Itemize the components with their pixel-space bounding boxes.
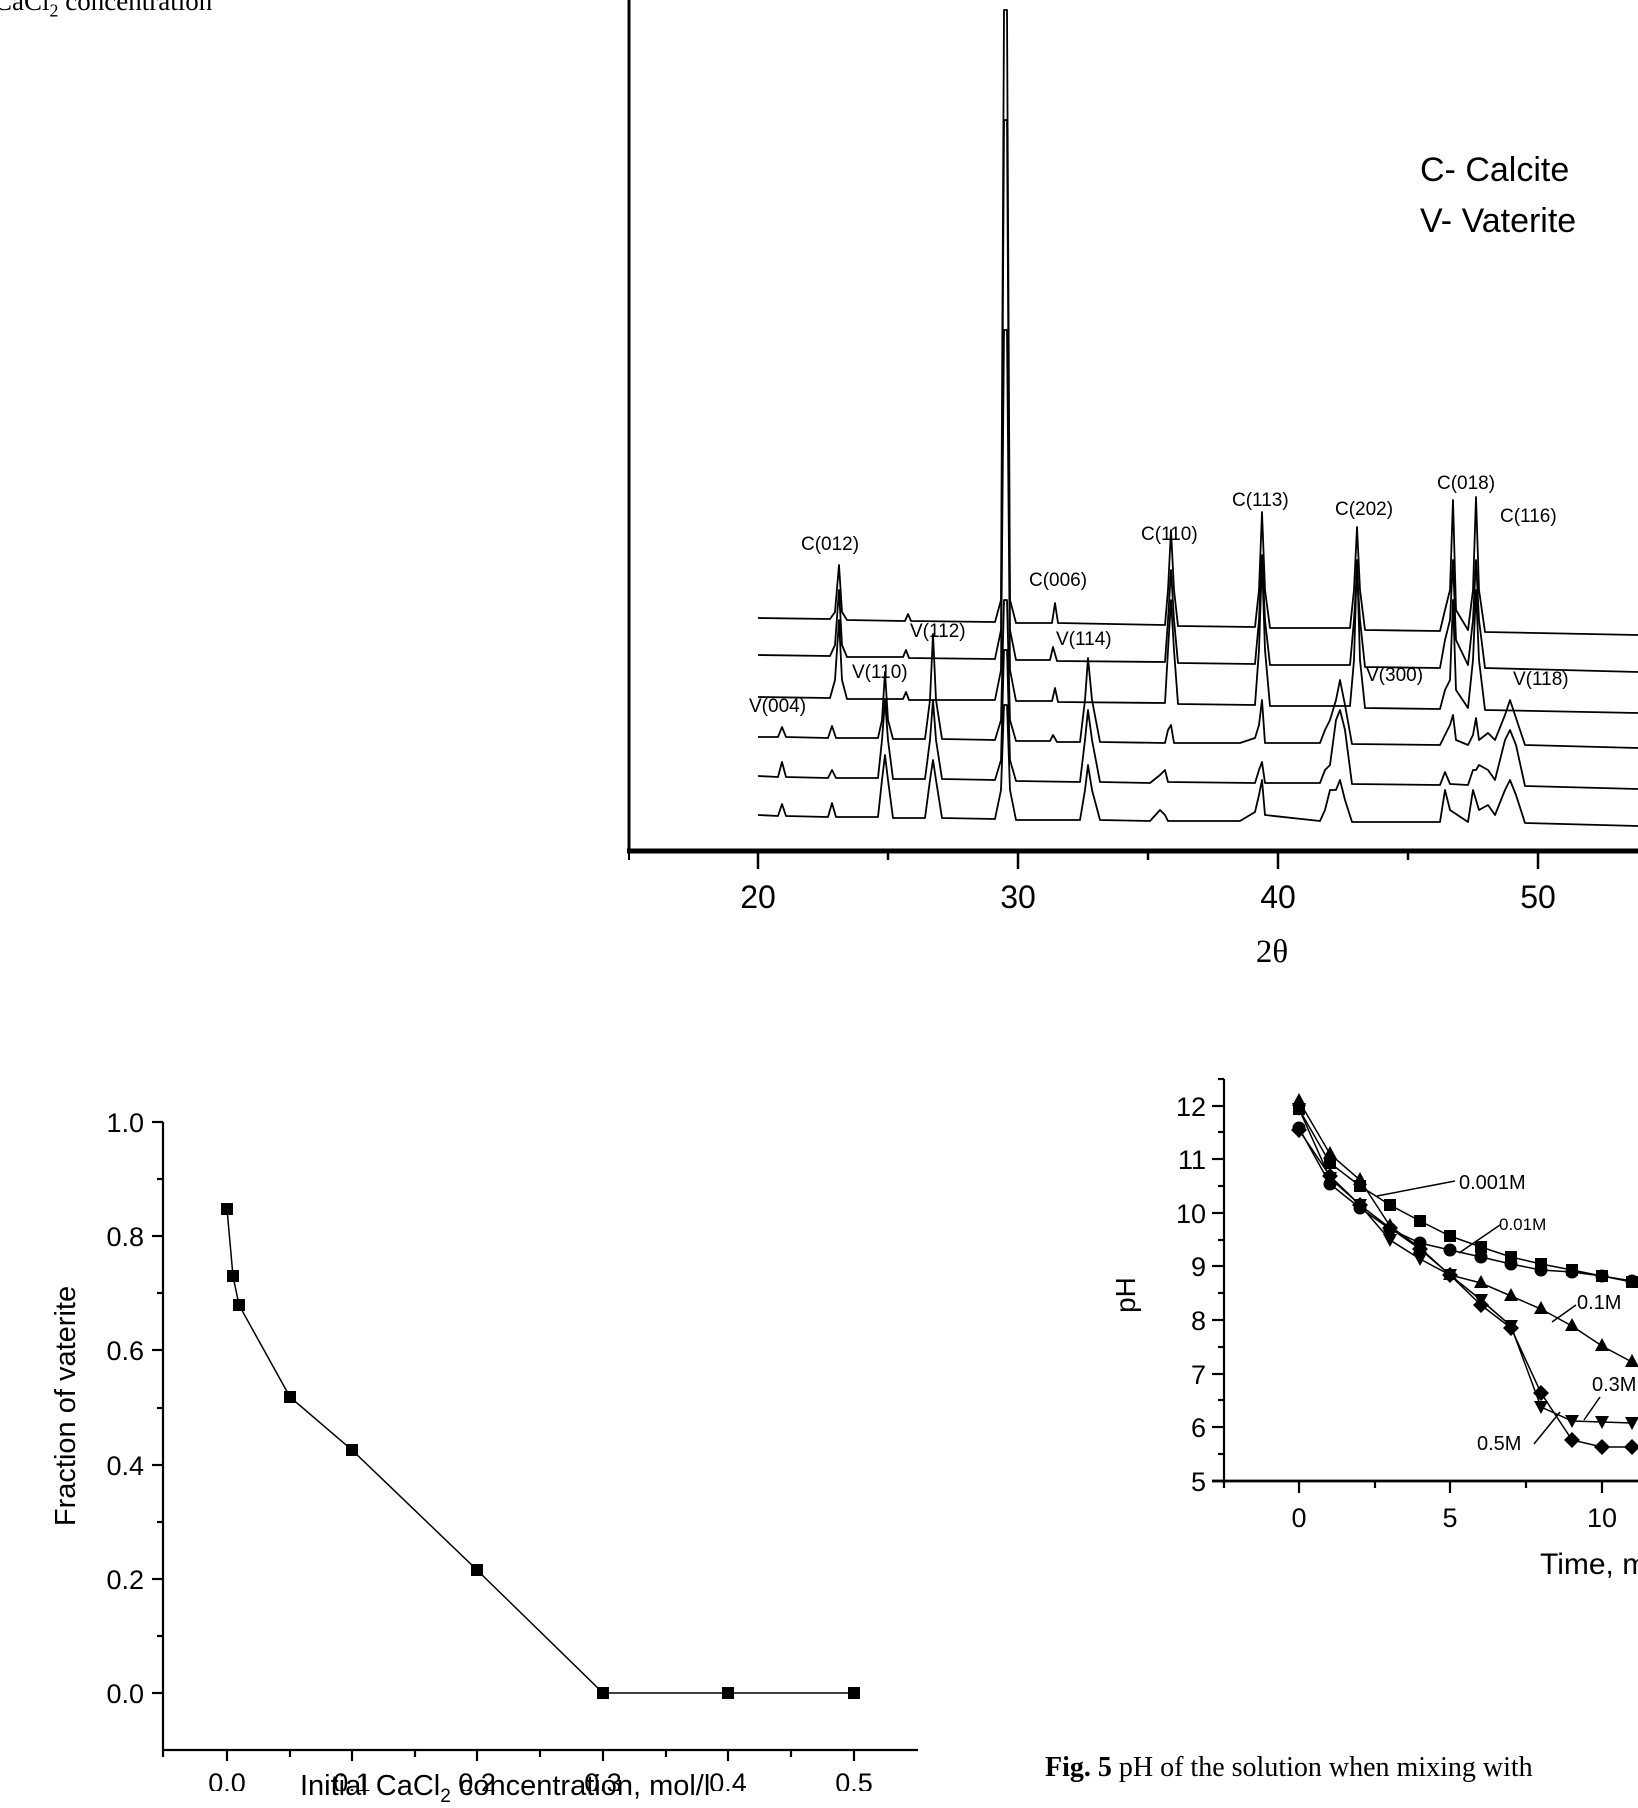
caption-figure-number: Fig. 5 — [1045, 1752, 1112, 1783]
series-label-0.1M: 0.1M — [1577, 1292, 1621, 1314]
y-tick-label: 6 — [1191, 1413, 1206, 1443]
ph-series-callouts — [1377, 1181, 1600, 1444]
y-tick-label: 11 — [1178, 1145, 1206, 1175]
ph-x-tick-labels: 0 5 10 — [1291, 1503, 1617, 1533]
figure-caption-fragment-bottom: Fig. 5 pH of the solution when mixing wi… — [1045, 1752, 1533, 1784]
y-tick-label: 12 — [1176, 1092, 1206, 1122]
x-tick-label: 10 — [1587, 1503, 1617, 1533]
ph-y-axis-title: pH — [1110, 1277, 1141, 1313]
series-0.3M-markers — [1292, 1103, 1638, 1430]
series-0.3M-line — [1299, 1109, 1632, 1423]
series-label-0.3M: 0.3M — [1592, 1374, 1636, 1396]
ph-y-tick-labels: 12 11 10 9 8 7 6 5 — [1176, 1092, 1206, 1497]
series-0.1M-markers — [1292, 1093, 1638, 1367]
y-tick-label: 7 — [1191, 1360, 1206, 1390]
series-0.01M-line — [1299, 1128, 1632, 1281]
series-0.1M-line — [1299, 1101, 1632, 1362]
y-tick-label: 5 — [1191, 1467, 1206, 1497]
x-tick-label: 5 — [1442, 1503, 1457, 1533]
series-0.01M-markers — [1293, 1122, 1638, 1288]
series-label-0.001M: 0.001M — [1459, 1172, 1526, 1194]
series-label-0.5M: 0.5M — [1477, 1433, 1521, 1455]
ph-x-axis-title: Time, min — [1540, 1548, 1638, 1581]
y-tick-label: 10 — [1176, 1199, 1206, 1229]
ph-series-lines — [1299, 1101, 1632, 1447]
y-tick-label: 9 — [1191, 1252, 1206, 1282]
ph-axes — [1212, 1079, 1638, 1493]
y-tick-label: 8 — [1191, 1306, 1206, 1336]
x-tick-label: 0 — [1291, 1503, 1306, 1533]
series-label-0.01M: 0.01M — [1499, 1215, 1546, 1234]
caption-text: pH of the solution when mixing with — [1112, 1752, 1533, 1783]
